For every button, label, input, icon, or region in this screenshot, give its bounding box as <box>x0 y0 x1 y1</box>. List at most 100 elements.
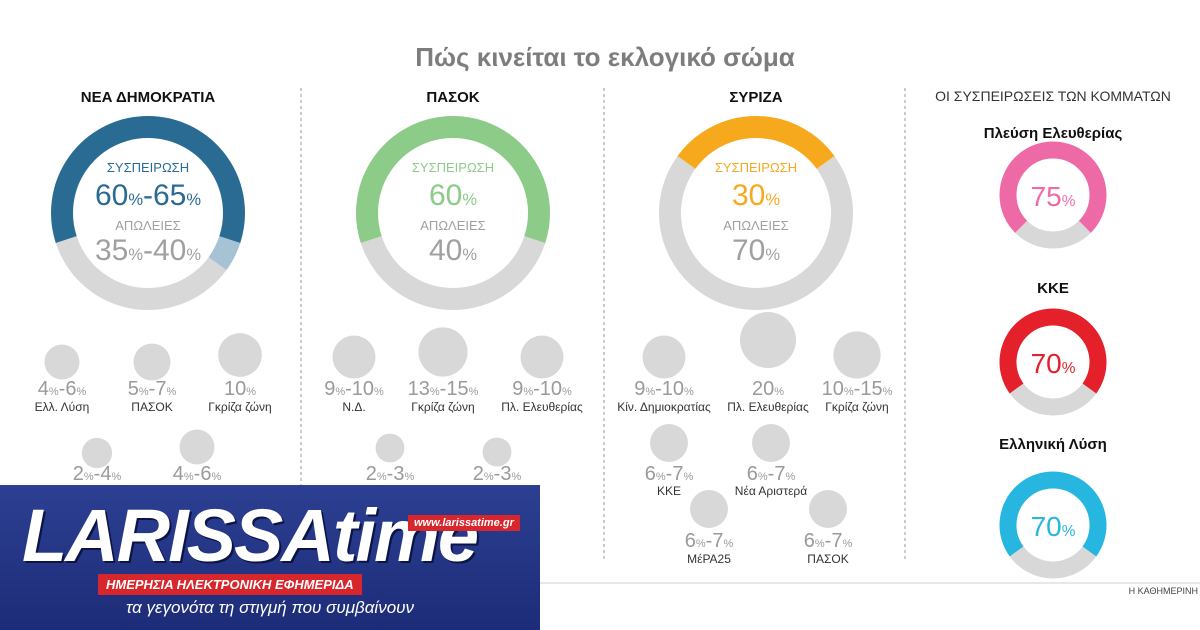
flow-value: 2%-3% <box>366 463 415 485</box>
flow-value: 4%-6% <box>173 463 222 485</box>
flow-value: 10%-15% <box>822 378 893 400</box>
flow-bubble <box>690 490 728 528</box>
retention-label: ΣΥΣΠΕΙΡΩΣΗ <box>412 160 494 175</box>
flow-bubble <box>642 335 686 379</box>
flow-value: 2%-3% <box>473 463 522 485</box>
flow-label: Ελλ. Λύση <box>35 400 90 414</box>
retention-panel-3: Ελληνική Λύση 70% <box>999 436 1107 579</box>
flow-value: 9%-10% <box>634 378 694 400</box>
flow-label: Πλ. Ελευθερίας <box>727 400 809 414</box>
flow-label: ΜέΡΑ25 <box>687 552 731 566</box>
flow-label: ΠΑΣΟΚ <box>131 400 172 414</box>
flow-label: Νέα Αριστερά <box>735 484 807 498</box>
retention-value: 70% <box>1031 348 1076 379</box>
loss-label: ΑΠΩΛΕΙΕΣ <box>420 218 485 233</box>
party-title: Ελληνική Λύση <box>999 436 1107 453</box>
donut-retention-arc <box>356 116 550 243</box>
small-donut-loss-arc <box>1009 546 1097 579</box>
party-title: Πλεύση Ελευθερίας <box>984 125 1123 142</box>
flow-bubble <box>81 437 113 469</box>
party-title: ΣΥΡΙΖΑ <box>729 89 782 106</box>
donut-loss-arc <box>55 235 241 310</box>
retention-panel-2: ΚΚΕ 70% <box>999 280 1107 416</box>
flow-value: 9%-10% <box>324 378 384 400</box>
flow-label: Γκρίζα ζώνη <box>411 400 474 414</box>
flow-bubble <box>179 429 215 465</box>
flow-value: 5%-7% <box>128 378 177 400</box>
flow-bubble <box>375 433 405 463</box>
retention-label: ΣΥΣΠΕΙΡΩΣΗ <box>107 160 189 175</box>
loss-label: ΑΠΩΛΕΙΕΣ <box>723 218 788 233</box>
small-donut <box>999 308 1107 416</box>
donut <box>356 116 550 310</box>
panel-2: ΠΑΣΟΚΣΥΣΠΕΙΡΩΣΗ60%ΑΠΩΛΕΙΕΣ40%9%-10%Ν.Δ.1… <box>324 89 583 485</box>
loss-label: ΑΠΩΛΕΙΕΣ <box>115 218 180 233</box>
small-donut-loss-arc <box>1009 383 1097 416</box>
retention-value: 60% <box>429 179 477 212</box>
larissatime-logo: LARISSAtime www.larissatime.gr ΗΜΕΡΗΣΙΑ … <box>0 485 540 630</box>
flow-label: ΠΑΣΟΚ <box>807 552 848 566</box>
flow-label: Ν.Δ. <box>342 400 365 414</box>
donut-loss-arc <box>360 235 546 310</box>
flow-bubble <box>833 331 881 379</box>
flow-value: 2%-4% <box>73 463 122 485</box>
retention-value: 75% <box>1031 181 1076 212</box>
small-donut <box>999 141 1107 249</box>
flow-value: 9%-10% <box>512 378 572 400</box>
donut-retention-arc <box>51 116 245 243</box>
flow-label: Πλ. Ελευθερίας <box>501 400 583 414</box>
flow-bubble <box>482 437 512 467</box>
flow-bubble <box>133 343 171 381</box>
credit: Η ΚΑΘΗΜΕΡΙΝΗ <box>1129 586 1198 596</box>
flow-value: 4%-6% <box>38 378 87 400</box>
right-header: ΟΙ ΣΥΣΠΕΙΡΩΣΕΙΣ ΤΩΝ ΚΟΜΜΑΤΩΝ <box>935 88 1171 104</box>
small-donut <box>999 471 1107 579</box>
flow-bubble <box>752 424 790 462</box>
flow-bubble <box>218 333 262 377</box>
retention-label: ΣΥΣΠΕΙΡΩΣΗ <box>715 160 797 175</box>
flow-value: 6%-7% <box>685 530 734 552</box>
party-panels: ΝΕΑ ΔΗΜΟΚΡΑΤΙΑΣΥΣΠΕΙΡΩΣΗ60%-65%ΑΠΩΛΕΙΕΣ3… <box>35 89 1123 579</box>
flow-bubble <box>809 490 847 528</box>
flow-bubble <box>740 312 796 368</box>
donut <box>659 116 853 310</box>
party-title: ΠΑΣΟΚ <box>426 89 479 106</box>
flow-value: 20% <box>752 378 784 400</box>
loss-value: 70% <box>732 234 780 267</box>
panel-1: ΝΕΑ ΔΗΜΟΚΡΑΤΙΑ ΣΥΣΠΕΙΡΩΣΗ 60%-65% ΑΠΩΛΕΙΕΣ3… <box>35 89 272 485</box>
flow-bubble <box>418 327 468 377</box>
logo-brand: LARISSAtime <box>22 494 479 577</box>
retention-panel-1: Πλεύση Ελευθερίας 75% <box>984 125 1123 249</box>
flow-label: ΚΚΕ <box>657 484 681 498</box>
flow-bubble <box>650 424 688 462</box>
small-donut-retention-arc <box>999 141 1107 233</box>
flow-value: 13%-15% <box>408 378 479 400</box>
flow-label: Γκρίζα ζώνη <box>208 400 271 414</box>
donut <box>51 116 245 310</box>
logo-strip: ΗΜΕΡΗΣΙΑ ΗΛΕΚΤΡΟΝΙΚΗ ΕΦΗΜΕΡΙΔΑ <box>98 574 362 595</box>
retention-value: 60%-65% <box>95 179 201 212</box>
chart-title: Πώς κινείται το εκλογικό σώμα <box>415 42 794 72</box>
flow-value: 6%-7% <box>804 530 853 552</box>
flow-label: Γκρίζα ζώνη <box>825 400 888 414</box>
logo-url: www.larissatime.gr <box>408 515 520 531</box>
flow-value: 6%-7% <box>645 463 694 485</box>
flow-bubble <box>44 344 80 380</box>
flow-label: Κίν. Δημιοκρατίας <box>617 400 711 414</box>
loss-value: 35%-40% <box>95 234 201 267</box>
party-title: ΚΚΕ <box>1037 280 1069 297</box>
retention-value: 30% <box>732 179 780 212</box>
flow-bubble <box>332 335 376 379</box>
loss-value: 40% <box>429 234 477 267</box>
small-donut-loss-arc <box>1015 220 1091 249</box>
logo-tagline: τα γεγονότα τη στιγμή που συμβαίνουν <box>125 598 415 617</box>
donut-range-arc <box>208 235 241 271</box>
small-donut-retention-arc <box>999 471 1107 557</box>
small-donut-retention-arc <box>999 308 1107 394</box>
flow-value: 6%-7% <box>747 463 796 485</box>
donut-loss-arc <box>659 156 853 310</box>
retention-value: 70% <box>1031 511 1076 542</box>
flow-value: 10% <box>224 378 256 400</box>
